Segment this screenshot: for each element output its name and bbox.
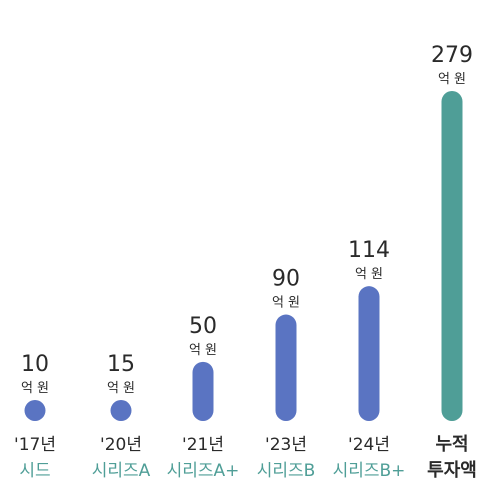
bar-4 xyxy=(358,286,380,421)
unit-label-0: 억 원 xyxy=(21,381,49,396)
bar-1 xyxy=(110,400,132,421)
unit-label-1: 억 원 xyxy=(107,381,135,396)
year-label-2: '21년 xyxy=(182,435,224,455)
year-label-4: '24년 xyxy=(348,435,390,455)
unit-label-4: 억 원 xyxy=(355,267,383,282)
round-label-2: 시리즈A+ xyxy=(167,461,240,481)
bar-5 xyxy=(441,91,463,421)
round-label-4: 시리즈B+ xyxy=(333,461,406,481)
year-label-3: '23년 xyxy=(265,435,307,455)
value-label-2: 50 xyxy=(189,314,217,339)
bar-0 xyxy=(24,400,46,421)
value-label-5: 279 xyxy=(431,43,473,68)
year-label-1: '20년 xyxy=(100,435,142,455)
unit-label-5: 억 원 xyxy=(438,72,466,87)
category-label-line1-5: 누적 xyxy=(435,434,468,455)
value-label-4: 114 xyxy=(348,238,390,263)
year-label-0: '17년 xyxy=(14,435,56,455)
round-label-0: 시드 xyxy=(19,461,50,481)
value-label-3: 90 xyxy=(272,267,300,292)
value-label-1: 15 xyxy=(107,352,135,377)
round-label-1: 시리즈A xyxy=(92,461,151,481)
bar-2 xyxy=(192,361,214,421)
category-label-line2-5: 투자액 xyxy=(427,460,477,481)
unit-label-2: 억 원 xyxy=(189,343,217,358)
unit-label-3: 억 원 xyxy=(272,296,300,311)
value-label-0: 10 xyxy=(21,352,49,377)
round-label-3: 시리즈B xyxy=(257,461,316,481)
bar-3 xyxy=(275,314,297,421)
